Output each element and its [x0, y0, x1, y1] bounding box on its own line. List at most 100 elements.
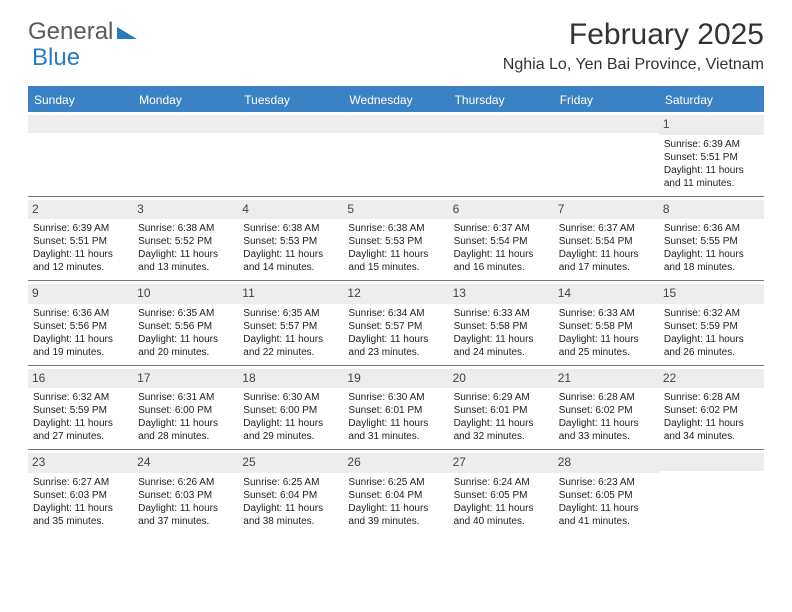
week-row: 9Sunrise: 6:36 AMSunset: 5:56 PMDaylight… [28, 280, 764, 365]
day-number: 20 [449, 369, 554, 389]
daylight-text: Daylight: 11 hours and 15 minutes. [348, 248, 443, 274]
logo-line2: Blue [32, 44, 80, 72]
title-block: February 2025 Nghia Lo, Yen Bai Province… [503, 18, 764, 74]
daylight-text: Daylight: 11 hours and 26 minutes. [664, 333, 759, 359]
day-cell: 1Sunrise: 6:39 AMSunset: 5:51 PMDaylight… [659, 112, 764, 196]
sunset-text: Sunset: 5:58 PM [454, 320, 549, 333]
day-cell: 25Sunrise: 6:25 AMSunset: 6:04 PMDayligh… [238, 450, 343, 534]
day-number: 18 [238, 369, 343, 389]
daylight-text: Daylight: 11 hours and 16 minutes. [454, 248, 549, 274]
daylight-text: Daylight: 11 hours and 31 minutes. [348, 417, 443, 443]
day-cell: 11Sunrise: 6:35 AMSunset: 5:57 PMDayligh… [238, 281, 343, 365]
day-cell: 17 Sunrise: 6:31 AMSunset: 6:00 PMDayligh… [133, 366, 238, 450]
week-row: 23Sunrise: 6:27 AMSunset: 6:03 PMDayligh… [28, 449, 764, 534]
week-row: 1Sunrise: 6:39 AMSunset: 5:51 PMDaylight… [28, 112, 764, 196]
weekday-thu: Thursday [449, 88, 554, 112]
sunrise-text: Sunrise: 6:36 AM [664, 222, 759, 235]
day-cell: 19 Sunrise: 6:30 AMSunset: 6:01 PMDayligh… [343, 366, 448, 450]
day-number [449, 115, 554, 133]
day-number [343, 115, 448, 133]
sunset-text: Sunset: 6:00 PM [138, 404, 233, 417]
day-cell: 14Sunrise: 6:33 AMSunset: 5:58 PMDayligh… [554, 281, 659, 365]
sunset-text: Sunset: 6:03 PM [33, 489, 128, 502]
sunset-text: Sunset: 6:01 PM [348, 404, 443, 417]
day-number [133, 115, 238, 133]
daylight-text: Daylight: 11 hours and 12 minutes. [33, 248, 128, 274]
day-number: 5 [343, 200, 448, 220]
day-number: 26 [343, 453, 448, 473]
sunrise-text: Sunrise: 6:28 AM [559, 391, 654, 404]
daylight-text: Daylight: 11 hours and 14 minutes. [243, 248, 338, 274]
month-title: February 2025 [503, 18, 764, 52]
day-cell: 7Sunrise: 6:37 AMSunset: 5:54 PMDaylight… [554, 197, 659, 281]
sunset-text: Sunset: 5:57 PM [243, 320, 338, 333]
sunrise-text: Sunrise: 6:27 AM [33, 476, 128, 489]
sunset-text: Sunset: 6:01 PM [454, 404, 549, 417]
day-cell [554, 112, 659, 196]
daylight-text: Daylight: 11 hours and 25 minutes. [559, 333, 654, 359]
daylight-text: Daylight: 11 hours and 11 minutes. [664, 164, 759, 190]
day-cell: 5Sunrise: 6:38 AMSunset: 5:53 PMDaylight… [343, 197, 448, 281]
day-number: 14 [554, 284, 659, 304]
day-cell: 8Sunrise: 6:36 AMSunset: 5:55 PMDaylight… [659, 197, 764, 281]
day-number: 16 [28, 369, 133, 389]
sunrise-text: Sunrise: 6:33 AM [454, 307, 549, 320]
sunrise-text: Sunrise: 6:39 AM [33, 222, 128, 235]
location-text: Nghia Lo, Yen Bai Province, Vietnam [503, 56, 764, 74]
sunrise-text: Sunrise: 6:25 AM [348, 476, 443, 489]
weekday-fri: Friday [554, 88, 659, 112]
week-row: 16Sunrise: 6:32 AMSunset: 5:59 PMDayligh… [28, 365, 764, 450]
daylight-text: Daylight: 11 hours and 33 minutes. [559, 417, 654, 443]
sunset-text: Sunset: 6:02 PM [664, 404, 759, 417]
sunrise-text: Sunrise: 6:38 AM [243, 222, 338, 235]
day-cell: 24 Sunrise: 6:26 AMSunset: 6:03 PMDayligh… [133, 450, 238, 534]
day-cell: 26Sunrise: 6:25 AMSunset: 6:04 PMDayligh… [343, 450, 448, 534]
logo-text-2: Blue [32, 44, 80, 71]
daylight-text: Daylight: 11 hours and 35 minutes. [33, 502, 128, 528]
day-number: 6 [449, 200, 554, 220]
sunset-text: Sunset: 5:59 PM [664, 320, 759, 333]
day-number: 17 [133, 369, 238, 389]
sunrise-text: Sunrise: 6:28 AM [664, 391, 759, 404]
calendar: Sunday Monday Tuesday Wednesday Thursday… [28, 86, 764, 534]
sunset-text: Sunset: 6:03 PM [138, 489, 233, 502]
sunset-text: Sunset: 5:54 PM [559, 235, 654, 248]
day-number: 8 [659, 200, 764, 220]
sunrise-text: Sunrise: 6:30 AM [348, 391, 443, 404]
sunrise-text: Sunrise: 6:34 AM [348, 307, 443, 320]
page-header: General February 2025 Nghia Lo, Yen Bai … [0, 0, 792, 80]
daylight-text: Daylight: 11 hours and 18 minutes. [664, 248, 759, 274]
day-cell: 6Sunrise: 6:37 AMSunset: 5:54 PMDaylight… [449, 197, 554, 281]
daylight-text: Daylight: 11 hours and 34 minutes. [664, 417, 759, 443]
sunrise-text: Sunrise: 6:26 AM [138, 476, 233, 489]
logo: General [28, 18, 137, 46]
daylight-text: Daylight: 11 hours and 17 minutes. [559, 248, 654, 274]
day-cell [449, 112, 554, 196]
sunset-text: Sunset: 5:56 PM [138, 320, 233, 333]
day-number [28, 115, 133, 133]
weekday-mon: Monday [133, 88, 238, 112]
logo-text-1: General [28, 18, 113, 46]
day-cell: 22 Sunrise: 6:28 AMSunset: 6:02 PMDayligh… [659, 366, 764, 450]
weekday-wed: Wednesday [343, 88, 448, 112]
day-cell [28, 112, 133, 196]
sunrise-text: Sunrise: 6:37 AM [559, 222, 654, 235]
sunrise-text: Sunrise: 6:24 AM [454, 476, 549, 489]
sunset-text: Sunset: 6:05 PM [454, 489, 549, 502]
sunset-text: Sunset: 5:53 PM [348, 235, 443, 248]
sunrise-text: Sunrise: 6:35 AM [243, 307, 338, 320]
weekday-sun: Sunday [28, 88, 133, 112]
day-number: 4 [238, 200, 343, 220]
daylight-text: Daylight: 11 hours and 37 minutes. [138, 502, 233, 528]
day-number: 25 [238, 453, 343, 473]
sunrise-text: Sunrise: 6:29 AM [454, 391, 549, 404]
daylight-text: Daylight: 11 hours and 41 minutes. [559, 502, 654, 528]
weekday-tue: Tuesday [238, 88, 343, 112]
day-number: 24 [133, 453, 238, 473]
day-number: 22 [659, 369, 764, 389]
sunrise-text: Sunrise: 6:31 AM [138, 391, 233, 404]
daylight-text: Daylight: 11 hours and 28 minutes. [138, 417, 233, 443]
daylight-text: Daylight: 11 hours and 23 minutes. [348, 333, 443, 359]
sunrise-text: Sunrise: 6:32 AM [664, 307, 759, 320]
day-number: 19 [343, 369, 448, 389]
